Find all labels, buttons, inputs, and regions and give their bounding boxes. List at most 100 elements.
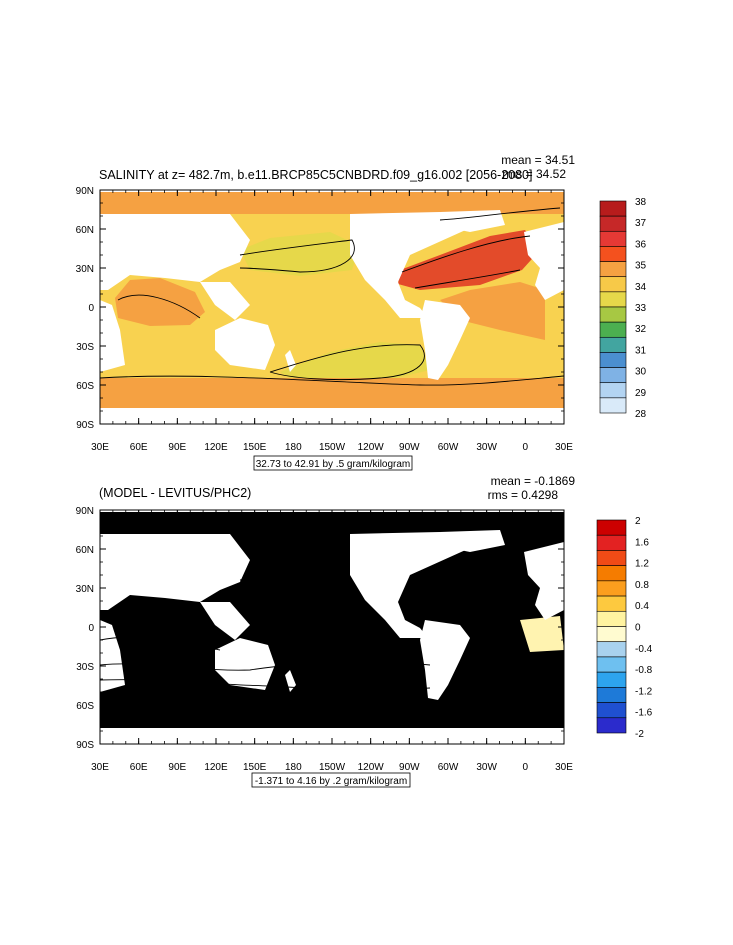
longitude-labels: 30E 60E 90E 120E 150E 180 150W 120W 90W 60W 30W 0 30… xyxy=(91,762,573,773)
lon-tick-label: 90E xyxy=(168,762,186,773)
lat-tick-label: 60S xyxy=(76,701,94,712)
contour-lines xyxy=(100,555,564,707)
contour-line xyxy=(439,207,561,221)
colorbar-swatch xyxy=(596,519,627,536)
lon-tick-label: 0 xyxy=(523,442,529,453)
stat-rms: rms = 0.4298 xyxy=(488,488,559,502)
lon-tick-label: 150E xyxy=(243,442,267,453)
colorbar-label: 0.4 xyxy=(635,601,649,612)
lat-tick-label: 60N xyxy=(76,225,94,236)
lon-tick-label: 60W xyxy=(438,442,459,453)
lon-tick-label: 120E xyxy=(204,442,228,453)
contour-info-box xyxy=(253,455,413,471)
contour-line xyxy=(117,294,201,319)
land-southeast-asia xyxy=(200,282,250,320)
north-pacific-field xyxy=(240,566,340,584)
lat-tick-label: 30N xyxy=(76,264,94,275)
colorbar-label: 1.2 xyxy=(635,559,649,570)
colorbar-swatch xyxy=(596,534,627,551)
lon-tick-label: 90E xyxy=(168,442,186,453)
colorbar: 2 1.6 1.2 0.8 0.4 0 -0.4 -0.8 -1.2 -1.6 -2 xyxy=(596,516,653,740)
land-new-zealand xyxy=(285,670,296,692)
panel-title: (MODEL - LEVITUS/PHC2) xyxy=(99,486,251,500)
longitude-labels: 30E 60E 90E 120E 150E 180 150W 120W 90W 60W 30W 0 30… xyxy=(91,442,573,453)
colorbar-label: 29 xyxy=(635,388,647,399)
lat-tick-label: 30S xyxy=(76,662,94,673)
lon-tick-label: 90W xyxy=(399,442,420,453)
colorbar-label: 30 xyxy=(635,367,647,378)
lon-tick-label: 60W xyxy=(438,762,459,773)
land-new-zealand xyxy=(285,350,296,372)
colorbar-label: 38 xyxy=(635,197,647,208)
lat-tick-label: 30S xyxy=(76,342,94,353)
contour-info: 32.73 to 42.91 by .5 gram/kilogram xyxy=(256,459,411,470)
land-southeast-asia xyxy=(200,602,250,640)
colorbar-swatch xyxy=(596,610,627,627)
land-eurasia xyxy=(100,534,250,610)
colorbar-swatch xyxy=(599,321,627,338)
colorbar-swatch xyxy=(599,276,627,293)
lon-tick-label: 90W xyxy=(399,762,420,773)
lon-tick-label: 150W xyxy=(319,762,346,773)
land-europe-africa xyxy=(524,222,564,300)
lon-tick-label: 120W xyxy=(358,442,385,453)
lon-tick-label: 120E xyxy=(204,762,228,773)
axis-ticks xyxy=(99,189,565,425)
land-south-america xyxy=(420,620,470,700)
colorbar-swatch xyxy=(596,687,627,703)
east-atlantic-field xyxy=(440,282,545,340)
contour-line xyxy=(414,555,516,606)
land-masses xyxy=(100,210,564,424)
lon-tick-label: 0 xyxy=(523,762,529,773)
lon-tick-label: 30E xyxy=(555,442,573,453)
colorbar-swatch xyxy=(599,215,627,232)
contour-lines xyxy=(100,207,564,386)
colorbar-swatch xyxy=(596,702,627,719)
colorbar: 38 37 36 35 34 33 32 31 30 29 28 xyxy=(599,197,647,420)
colorbar-swatch xyxy=(599,200,627,217)
colorbar-label: -2 xyxy=(635,729,644,740)
colorbar-swatch xyxy=(596,565,627,582)
land-europe-africa xyxy=(524,542,564,620)
colorbar-swatch xyxy=(596,641,627,658)
lon-tick-label: 120W xyxy=(358,762,385,773)
colorbar-swatch xyxy=(599,291,627,308)
land-africa-east xyxy=(100,620,125,692)
panel-salinity: SALINITY at z= 482.7m, b.e11.BRCP85C5CNB… xyxy=(76,153,647,471)
lon-tick-label: 30E xyxy=(91,762,109,773)
colorbar-swatch xyxy=(596,550,627,566)
lat-tick-label: 60N xyxy=(76,545,94,556)
colorbar-swatch xyxy=(599,306,627,323)
colorbar-label: 34 xyxy=(635,282,647,293)
lon-tick-label: 30W xyxy=(476,442,497,453)
subtropical-south-field xyxy=(250,658,560,692)
colorbar-swatch xyxy=(599,246,627,262)
colorbar-swatch xyxy=(599,367,627,384)
colorbar-swatch xyxy=(599,261,627,278)
lat-tick-label: 0 xyxy=(88,303,94,314)
colorbar-swatch xyxy=(599,397,627,414)
lon-tick-label: 180 xyxy=(285,762,302,773)
east-atlantic-field xyxy=(520,616,564,652)
lat-tick-label: 0 xyxy=(88,623,94,634)
land-australia xyxy=(215,318,275,370)
land-south-america xyxy=(420,300,470,380)
lon-tick-label: 180 xyxy=(285,442,302,453)
colorbar-label: 1.6 xyxy=(635,537,649,548)
colorbar-swatch xyxy=(599,352,627,368)
axis-ticks xyxy=(99,509,565,745)
lat-tick-label: 90N xyxy=(76,186,94,197)
contour-line xyxy=(269,344,425,381)
land-eurasia xyxy=(100,214,250,290)
lon-tick-label: 60E xyxy=(130,762,148,773)
colorbar-swatch xyxy=(596,656,627,673)
land-masses xyxy=(100,530,564,744)
colorbar-swatch xyxy=(596,626,627,643)
arctic-field xyxy=(100,512,564,534)
colorbar-label: 28 xyxy=(635,409,647,420)
colorbar-swatch xyxy=(596,671,627,688)
colorbar-label: -1.2 xyxy=(635,686,653,697)
contour-line xyxy=(100,679,431,690)
colorbar-swatch xyxy=(596,580,627,597)
colorbar-label: -0.4 xyxy=(635,644,653,655)
